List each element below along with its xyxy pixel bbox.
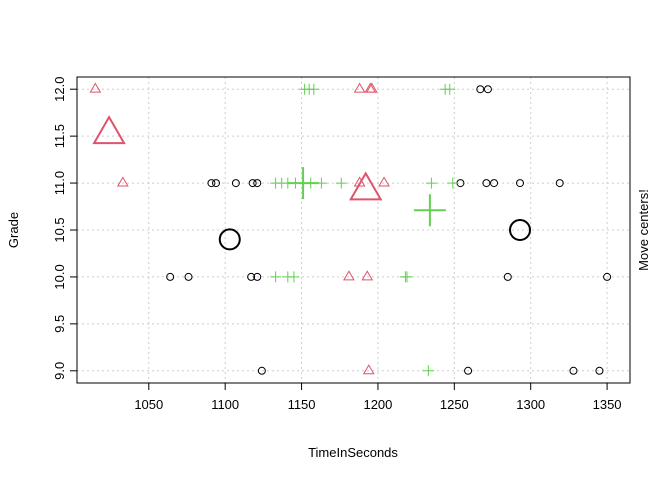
y-tick-label: 11.5 — [52, 124, 67, 148]
data-point-triangle — [362, 364, 375, 375]
data-point-plus — [335, 177, 347, 189]
data-point-circle — [231, 179, 240, 188]
data-point-circle — [248, 179, 257, 188]
data-point-triangle — [116, 176, 129, 187]
y-tick-label: 11.0 — [52, 171, 67, 195]
data-point-circle — [482, 179, 491, 188]
x-axis: 1050 1100 1150 1200 1250 1300 1350 — [134, 383, 622, 412]
cluster-center-circle — [509, 219, 532, 241]
x-axis-label: TimeInSeconds — [308, 445, 398, 460]
y-tick-label: 10.0 — [52, 264, 67, 289]
data-point-triangle — [361, 270, 374, 281]
cluster-center-plus — [413, 194, 446, 227]
data-point-circle — [207, 179, 216, 188]
cluster-center-plus — [287, 167, 320, 200]
data-point-circle — [603, 272, 612, 281]
y-tick-label: 9.0 — [52, 362, 67, 380]
data-point-circle — [595, 366, 604, 375]
data-point-triangle — [365, 82, 378, 93]
data-point-triangle — [353, 82, 366, 93]
data-point-triangle — [378, 176, 390, 187]
y-tick-label: 9.5 — [52, 315, 67, 333]
data-point-circle — [476, 85, 485, 94]
data-point-plus — [288, 271, 300, 283]
x-tick-label: 1350 — [593, 397, 622, 412]
x-tick-label: 1200 — [363, 397, 392, 412]
y-tick-label: 12.0 — [52, 77, 67, 102]
x-tick-label: 1300 — [516, 397, 545, 412]
data-point-plus — [401, 271, 413, 283]
y-axis: 9.0 9.5 10.0 10.5 11.0 11.5 12.0 — [52, 77, 77, 380]
data-point-circle — [212, 179, 221, 188]
grid-lines — [77, 77, 630, 383]
data-point-plus — [422, 365, 434, 377]
x-tick-label: 1250 — [440, 397, 469, 412]
cluster-center-triangle — [348, 171, 383, 201]
y-axis-label: Grade — [6, 212, 21, 248]
data-point-circle — [503, 272, 512, 281]
data-point-circle — [184, 272, 193, 281]
data-point-triangle — [343, 270, 355, 281]
data-point-plus — [447, 177, 459, 189]
data-point-triangle — [89, 82, 102, 93]
data-point-circle — [253, 272, 262, 281]
data-point-plus — [308, 83, 320, 95]
data-point-plus — [444, 83, 456, 95]
data-point-plus — [270, 271, 282, 283]
data-point-circle — [490, 179, 499, 188]
data-point-circle — [166, 272, 175, 281]
cluster-center-circle — [218, 228, 241, 251]
data-point-circle — [516, 179, 525, 188]
cluster-center-triangle — [92, 115, 126, 145]
data-point-circle — [569, 366, 578, 375]
data-point-circle — [483, 85, 492, 94]
y-tick-label: 10.5 — [52, 217, 67, 242]
data-point-circle — [555, 179, 564, 188]
x-tick-label: 1050 — [134, 397, 163, 412]
data-point-circle — [247, 272, 256, 281]
data-point-circle — [253, 179, 262, 188]
data-point-circle — [257, 366, 266, 375]
data-point-plus — [425, 177, 437, 189]
x-tick-label: 1100 — [211, 397, 239, 412]
data-points — [89, 82, 612, 377]
data-point-circle — [464, 366, 473, 375]
x-tick-label: 1150 — [288, 397, 316, 412]
right-side-label: Move centers! — [636, 189, 651, 271]
